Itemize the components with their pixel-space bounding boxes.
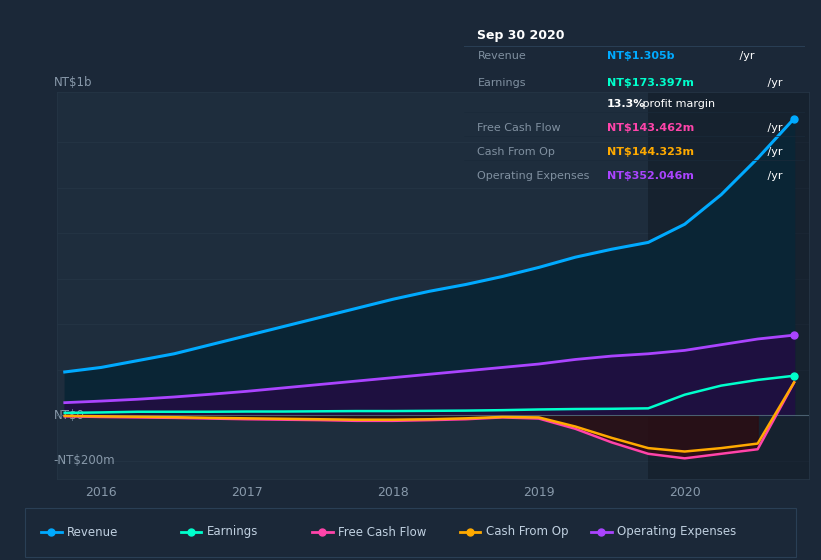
Text: /yr: /yr (736, 51, 754, 61)
Text: -NT$200m: -NT$200m (53, 454, 115, 467)
Text: Earnings: Earnings (478, 78, 526, 88)
Text: NT$0: NT$0 (53, 409, 85, 422)
Text: NT$352.046m: NT$352.046m (607, 170, 694, 180)
Text: /yr: /yr (764, 147, 783, 157)
Text: NT$1.305b: NT$1.305b (607, 51, 675, 61)
Text: /yr: /yr (764, 170, 783, 180)
Text: Operating Expenses: Operating Expenses (617, 525, 736, 539)
Text: NT$144.323m: NT$144.323m (607, 147, 694, 157)
Text: 13.3%: 13.3% (607, 99, 645, 109)
Text: Operating Expenses: Operating Expenses (478, 170, 589, 180)
Text: Sep 30 2020: Sep 30 2020 (478, 29, 565, 42)
Text: /yr: /yr (764, 123, 783, 133)
Text: NT$143.462m: NT$143.462m (607, 123, 695, 133)
Text: Cash From Op: Cash From Op (486, 525, 568, 539)
Text: profit margin: profit margin (640, 99, 715, 109)
Text: Revenue: Revenue (67, 525, 119, 539)
Bar (649, 92, 809, 479)
Text: Cash From Op: Cash From Op (478, 147, 555, 157)
Text: NT$1b: NT$1b (53, 76, 92, 88)
Text: /yr: /yr (764, 78, 783, 88)
Text: Earnings: Earnings (207, 525, 259, 539)
Text: NT$173.397m: NT$173.397m (607, 78, 694, 88)
Text: Free Cash Flow: Free Cash Flow (478, 123, 561, 133)
Text: Free Cash Flow: Free Cash Flow (338, 525, 427, 539)
Text: Revenue: Revenue (478, 51, 526, 61)
